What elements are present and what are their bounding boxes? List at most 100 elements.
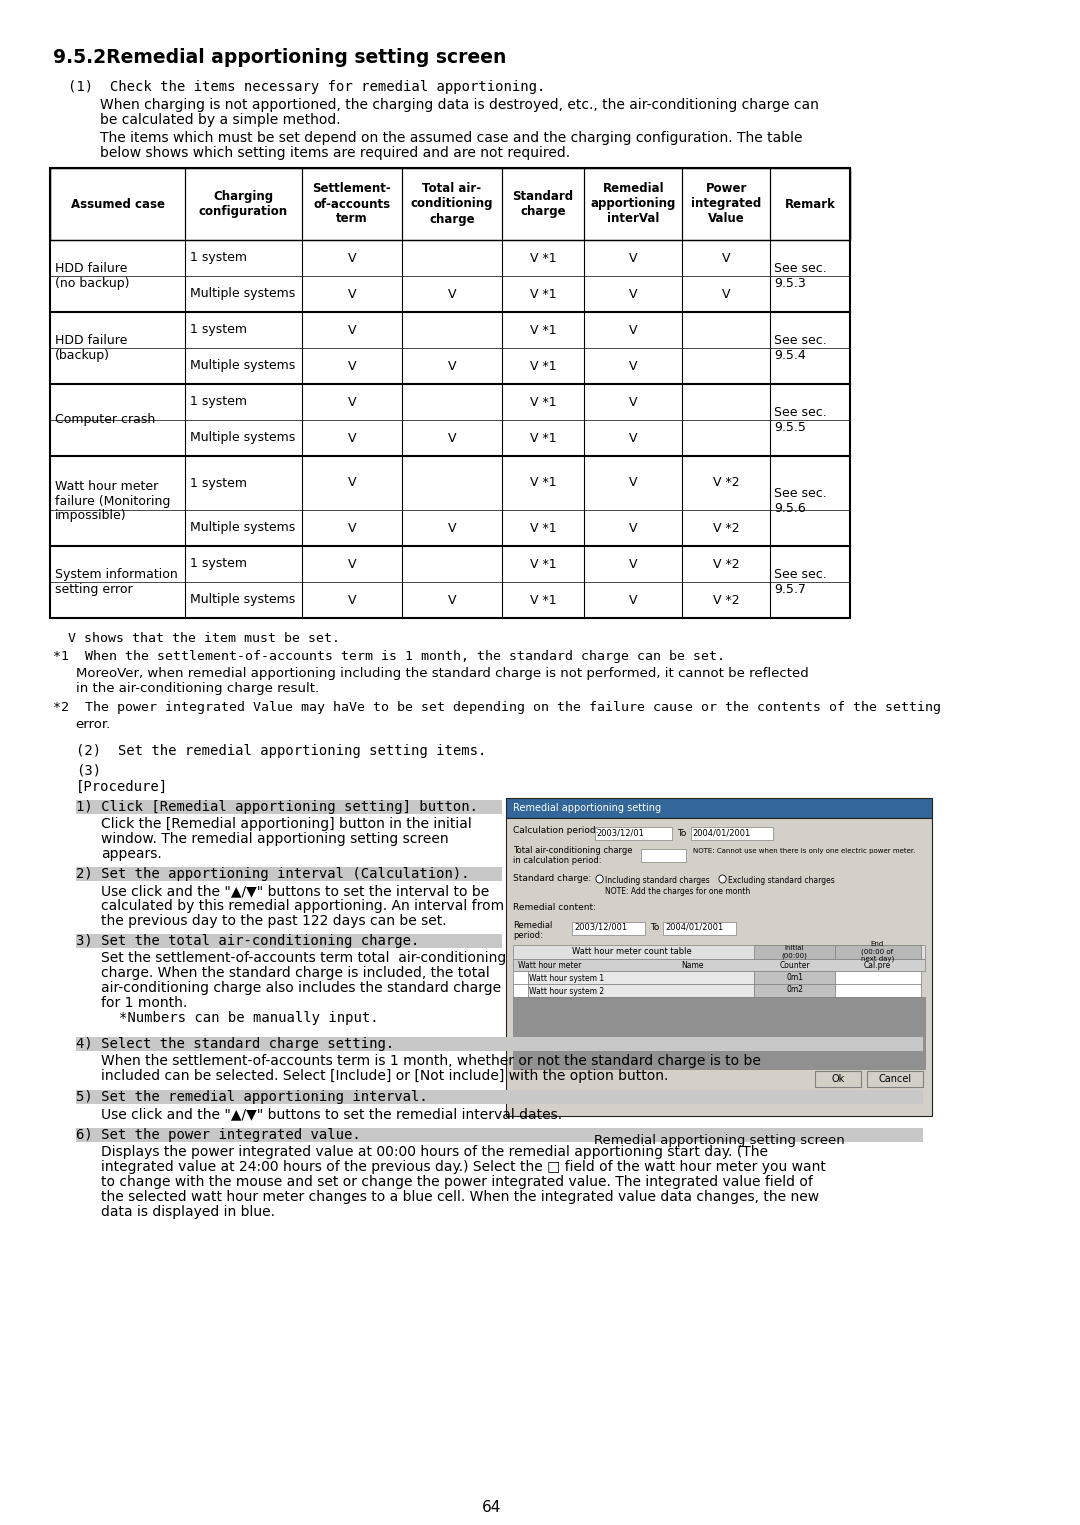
Text: See sec.
9.5.7: See sec. 9.5.7 (774, 567, 827, 596)
Bar (663, 923, 737, 935)
Text: V: V (448, 522, 456, 534)
Text: NOTE: Add the charges for one month: NOTE: Add the charges for one month (605, 888, 751, 897)
Text: to change with the mouse and set or change the power integrated value. The integ: to change with the mouse and set or chan… (102, 1174, 813, 1190)
Text: Cal.pre: Cal.pre (864, 961, 891, 970)
Text: Watt hour meter: Watt hour meter (517, 961, 581, 970)
Text: V: V (629, 558, 637, 570)
Text: *Numbers can be manually input.: *Numbers can be manually input. (120, 1011, 379, 1025)
Text: 2) Set the apportioning interval (Calculation).: 2) Set the apportioning interval (Calcul… (76, 868, 469, 881)
Bar (513, 946, 924, 959)
Bar (527, 971, 755, 984)
Text: 64: 64 (483, 1501, 502, 1514)
Circle shape (719, 875, 726, 883)
Bar (755, 946, 835, 959)
Text: V *2: V *2 (713, 593, 740, 607)
Text: V *2: V *2 (713, 522, 740, 534)
Text: The items which must be set depend on the assumed case and the charging configur: The items which must be set depend on th… (100, 131, 802, 145)
Text: 3) Set the total air-conditioning charge.: 3) Set the total air-conditioning charge… (76, 933, 419, 949)
Bar (76, 801, 502, 814)
Bar (505, 817, 932, 1116)
Text: 2004/01/2001: 2004/01/2001 (665, 923, 724, 932)
Bar (50, 168, 850, 618)
Text: Multiple systems: Multiple systems (189, 432, 295, 444)
Text: charge. When the standard charge is included, the total: charge. When the standard charge is incl… (102, 965, 490, 981)
Text: HDD failure
(no backup): HDD failure (no backup) (55, 262, 130, 290)
Text: V *1: V *1 (529, 395, 556, 409)
Text: Displays the power integrated value at 00:00 hours of the remedial apportioning : Displays the power integrated value at 0… (102, 1145, 768, 1159)
Bar (513, 971, 527, 984)
Text: V: V (629, 288, 637, 300)
Text: V: V (629, 360, 637, 372)
Text: window. The remedial apportioning setting screen: window. The remedial apportioning settin… (102, 833, 449, 846)
Text: 1 system: 1 system (189, 252, 246, 264)
Bar (301, 168, 402, 239)
Bar (505, 798, 932, 817)
Text: Counter: Counter (779, 961, 810, 970)
Text: the selected watt hour meter changes to a blue cell. When the integrated value d: the selected watt hour meter changes to … (102, 1190, 820, 1205)
Text: error.: error. (76, 718, 111, 730)
Bar (50, 168, 850, 239)
Text: V: V (348, 252, 356, 264)
Text: V *1: V *1 (529, 522, 556, 534)
Text: V: V (629, 252, 637, 264)
Text: 1 system: 1 system (189, 395, 246, 409)
Bar (866, 1071, 923, 1087)
Text: Use click and the "▲/▼" buttons to set the remedial interval dates.: Use click and the "▲/▼" buttons to set t… (102, 1107, 563, 1121)
Text: (3): (3) (76, 762, 100, 778)
Text: System information
setting error: System information setting error (55, 567, 177, 596)
Text: See sec.
9.5.4: See sec. 9.5.4 (774, 334, 827, 361)
Text: V: V (448, 593, 456, 607)
Bar (835, 946, 921, 959)
Text: V *1: V *1 (529, 288, 556, 300)
Text: 9.5.2Remedial apportioning setting screen: 9.5.2Remedial apportioning setting scree… (53, 47, 507, 67)
Text: (1)  Check the items necessary for remedial apportioning.: (1) Check the items necessary for remedi… (68, 79, 545, 95)
Text: 5) Set the remedial apportioning interval.: 5) Set the remedial apportioning interva… (76, 1090, 428, 1104)
Text: Use click and the "▲/▼" buttons to set the interval to be: Use click and the "▲/▼" buttons to set t… (102, 884, 489, 898)
Bar (50, 168, 185, 239)
Text: air-conditioning charge also includes the standard charge: air-conditioning charge also includes th… (102, 981, 501, 994)
Text: V: V (348, 323, 356, 337)
Text: V: V (348, 558, 356, 570)
Text: V *1: V *1 (529, 432, 556, 444)
Text: MoreoVer, when remedial apportioning including the standard charge is not perfor: MoreoVer, when remedial apportioning inc… (76, 666, 808, 680)
Text: calculated by this remedial apportioning. An interval from: calculated by this remedial apportioning… (102, 900, 504, 913)
Bar (755, 984, 835, 997)
Text: V: V (629, 593, 637, 607)
Text: When charging is not apportioned, the charging data is destroyed, etc., the air-: When charging is not apportioned, the ch… (100, 98, 819, 111)
Text: Total air-conditioning charge
in calculation period:: Total air-conditioning charge in calcula… (513, 846, 633, 865)
Text: 1 system: 1 system (189, 476, 246, 490)
Text: Cancel: Cancel (878, 1074, 912, 1084)
Bar (513, 984, 527, 997)
Bar (185, 168, 301, 239)
Text: Multiple systems: Multiple systems (189, 288, 295, 300)
Text: V *1: V *1 (529, 593, 556, 607)
Text: To: To (650, 924, 659, 932)
Text: V: V (448, 288, 456, 300)
Text: V *2: V *2 (713, 558, 740, 570)
Bar (683, 168, 770, 239)
Bar (76, 933, 502, 949)
Text: Remark: Remark (784, 198, 836, 210)
Text: [Procedure]: [Procedure] (76, 779, 167, 795)
Bar (513, 959, 924, 971)
Text: Watt hour meter
failure (Monitoring
impossible): Watt hour meter failure (Monitoring impo… (55, 479, 170, 523)
Text: V: V (629, 476, 637, 490)
Text: Click the [Remedial apportioning] button in the initial: Click the [Remedial apportioning] button… (102, 817, 472, 831)
Bar (502, 168, 584, 239)
Text: 4) Select the standard charge setting.: 4) Select the standard charge setting. (76, 1037, 394, 1051)
Text: V: V (448, 432, 456, 444)
Text: V *1: V *1 (529, 360, 556, 372)
Text: 2003/12/001: 2003/12/001 (575, 923, 627, 932)
Text: in the air-conditioning charge result.: in the air-conditioning charge result. (76, 682, 319, 695)
Text: Computer crash: Computer crash (55, 413, 154, 427)
Bar (835, 984, 921, 997)
Text: 0m2: 0m2 (786, 985, 804, 994)
Text: Assumed case: Assumed case (70, 198, 164, 210)
Bar (76, 1037, 923, 1051)
Text: Remedial
apportioning
interVal: Remedial apportioning interVal (591, 183, 676, 226)
Text: V: V (348, 593, 356, 607)
Text: Initial
(00:00): Initial (00:00) (782, 946, 808, 959)
Text: Settlement-
of-accounts
term: Settlement- of-accounts term (312, 183, 391, 226)
Text: Watt hour system 1: Watt hour system 1 (529, 974, 605, 984)
Text: V: V (348, 522, 356, 534)
